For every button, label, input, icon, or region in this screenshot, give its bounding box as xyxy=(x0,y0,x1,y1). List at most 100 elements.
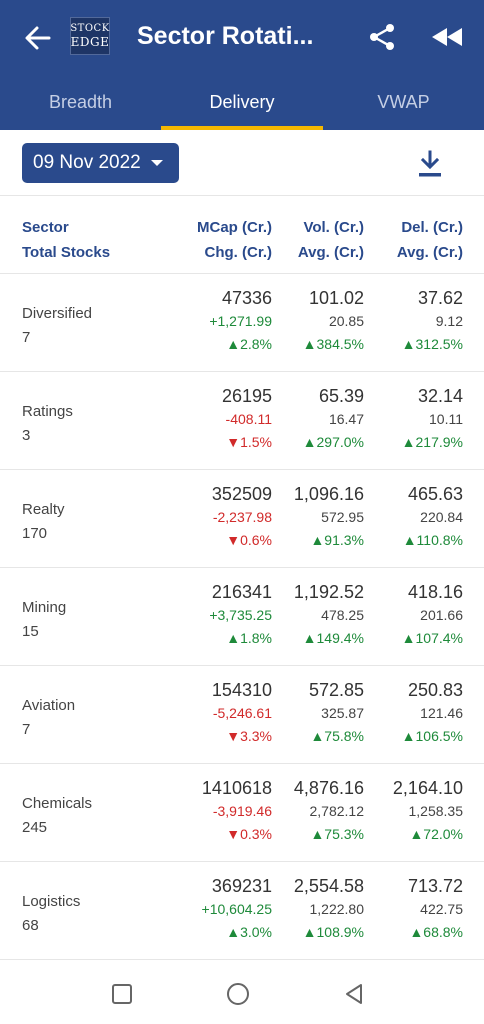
delivery-change-pct: ▲72.0% xyxy=(409,826,463,842)
delivery-avg: 10.11 xyxy=(429,411,463,427)
delivery-value: 37.62 xyxy=(417,288,463,308)
total-stocks: 245 xyxy=(22,819,48,836)
volume-change-pct: ▲149.4% xyxy=(302,630,364,646)
volume-cell: 2,554.58 1,222.80 ▲108.9% xyxy=(294,875,364,944)
mcap-change-pct: ▲2.8% xyxy=(226,336,272,352)
volume-avg: 572.95 xyxy=(321,509,364,525)
volume-value: 4,876.16 xyxy=(293,778,364,798)
date-bar: 09 Nov 2022 xyxy=(0,130,484,196)
volume-avg: 325.87 xyxy=(321,705,364,721)
delivery-value: 418.16 xyxy=(407,582,463,602)
volume-value: 101.02 xyxy=(308,288,364,308)
sector-cell: Chemicals 245 xyxy=(22,792,92,840)
delivery-avg: 121.46 xyxy=(420,705,463,721)
mcap-change-pct: ▲1.8% xyxy=(226,630,272,646)
delivery-change-pct: ▲107.4% xyxy=(401,630,463,646)
table-row-logistics[interactable]: Logistics 68 369231 +10,604.25 ▲3.0% 2,5… xyxy=(0,862,484,960)
stockedge-logo: STOCK EDGE xyxy=(70,17,110,55)
home-icon[interactable] xyxy=(227,983,249,1005)
sector-name: Logistics xyxy=(22,893,81,910)
delivery-value: 2,164.10 xyxy=(392,778,463,798)
sector-name: Ratings xyxy=(22,403,73,420)
rewind-icon[interactable] xyxy=(430,26,464,48)
volume-cell: 1,096.16 572.95 ▲91.3% xyxy=(294,483,364,552)
volume-avg: 2,782.12 xyxy=(309,803,365,819)
nav-back-icon[interactable] xyxy=(342,982,366,1006)
mcap-value: 154310 xyxy=(211,680,272,700)
delivery-avg: 9.12 xyxy=(435,313,463,329)
total-stocks: 170 xyxy=(22,525,48,542)
total-stocks: 3 xyxy=(22,427,31,444)
volume-value: 1,096.16 xyxy=(293,484,364,504)
mcap-change-pct: ▼3.3% xyxy=(226,728,272,744)
delivery-cell: 37.62 9.12 ▲312.5% xyxy=(402,287,463,356)
volume-cell: 4,876.16 2,782.12 ▲75.3% xyxy=(294,777,364,846)
volume-change-pct: ▲108.9% xyxy=(302,924,364,940)
mcap-value: 369231 xyxy=(211,876,272,896)
share-icon[interactable] xyxy=(367,22,397,52)
sector-name: Mining xyxy=(22,599,67,616)
table-row-diversified[interactable]: Diversified 7 47336 +1,271.99 ▲2.8% 101.… xyxy=(0,274,484,372)
mcap-cell: 1410618 -3,919.46 ▼0.3% xyxy=(202,777,272,846)
delivery-cell: 250.83 121.46 ▲106.5% xyxy=(402,679,463,748)
delivery-cell: 418.16 201.66 ▲107.4% xyxy=(402,581,463,650)
mcap-value: 1410618 xyxy=(201,778,272,798)
mcap-value: 47336 xyxy=(221,288,272,308)
logo-text-top: STOCK xyxy=(70,23,110,34)
volume-change-pct: ▲75.8% xyxy=(310,728,364,744)
volume-cell: 1,192.52 478.25 ▲149.4% xyxy=(294,581,364,650)
sector-name: Aviation xyxy=(22,697,76,714)
delivery-avg: 1,258.35 xyxy=(408,803,464,819)
delivery-change-pct: ▲106.5% xyxy=(401,728,463,744)
back-arrow-icon[interactable] xyxy=(22,22,54,54)
sector-name: Diversified xyxy=(22,305,93,322)
table-row-mining[interactable]: Mining 15 216341 +3,735.25 ▲1.8% 1,192.5… xyxy=(0,568,484,666)
mcap-change: -2,237.98 xyxy=(212,509,272,525)
volume-value: 65.39 xyxy=(318,386,364,406)
delivery-avg: 220.84 xyxy=(420,509,463,525)
header-sector[interactable]: Sector Total Stocks xyxy=(22,219,111,261)
date-picker-button[interactable]: 09 Nov 2022 xyxy=(22,143,179,183)
delivery-value: 465.63 xyxy=(407,484,463,504)
sector-cell: Mining 15 xyxy=(22,596,66,644)
header-volume[interactable]: Vol. (Cr.) Avg. (Cr.) xyxy=(297,219,364,261)
delivery-cell: 713.72 422.75 ▲68.8% xyxy=(408,875,463,944)
table-row-realty[interactable]: Realty 170 352509 -2,237.98 ▼0.6% 1,096.… xyxy=(0,470,484,568)
system-nav-bar xyxy=(0,962,484,1024)
table-row-ratings[interactable]: Ratings 3 26195 -408.11 ▼1.5% 65.39 16.4… xyxy=(0,372,484,470)
total-stocks: 68 xyxy=(22,917,39,934)
volume-cell: 101.02 20.85 ▲384.5% xyxy=(303,287,364,356)
download-icon[interactable] xyxy=(417,150,443,178)
mcap-cell: 216341 +3,735.25 ▲1.8% xyxy=(209,581,272,650)
mcap-cell: 47336 +1,271.99 ▲2.8% xyxy=(209,287,272,356)
mcap-cell: 26195 -408.11 ▼1.5% xyxy=(222,385,272,454)
tab-delivery[interactable]: Delivery xyxy=(161,76,323,130)
volume-avg: 478.25 xyxy=(321,607,364,623)
sector-cell: Diversified 7 xyxy=(22,302,92,350)
volume-value: 572.85 xyxy=(308,680,364,700)
delivery-change-pct: ▲110.8% xyxy=(402,532,463,548)
delivery-avg: 201.66 xyxy=(420,607,463,623)
mcap-change: -408.11 xyxy=(225,411,272,427)
sector-cell: Logistics 68 xyxy=(22,890,80,938)
table-row-chemicals[interactable]: Chemicals 245 1410618 -3,919.46 ▼0.3% 4,… xyxy=(0,764,484,862)
delivery-value: 32.14 xyxy=(417,386,463,406)
recents-icon[interactable] xyxy=(112,984,132,1004)
sector-cell: Realty 170 xyxy=(22,498,65,546)
volume-avg: 1,222.80 xyxy=(309,901,365,917)
volume-avg: 20.85 xyxy=(328,313,364,329)
mcap-change-pct: ▲3.0% xyxy=(226,924,272,940)
selected-date: 09 Nov 2022 xyxy=(33,152,141,173)
mcap-change-pct: ▼0.6% xyxy=(226,532,272,548)
delivery-cell: 2,164.10 1,258.35 ▲72.0% xyxy=(393,777,463,846)
header-mcap[interactable]: MCap (Cr.) Chg. (Cr.) xyxy=(197,219,272,261)
sector-cell: Aviation 7 xyxy=(22,694,75,742)
volume-avg: 16.47 xyxy=(328,411,364,427)
header-delivery[interactable]: Del. (Cr.) Avg. (Cr.) xyxy=(396,219,463,261)
volume-change-pct: ▲384.5% xyxy=(302,336,364,352)
mcap-change: -3,919.46 xyxy=(212,803,272,819)
tab-breadth[interactable]: Breadth xyxy=(48,92,113,112)
table-row-aviation[interactable]: Aviation 7 154310 -5,246.61 ▼3.3% 572.85… xyxy=(0,666,484,764)
tab-vwap[interactable]: VWAP xyxy=(377,92,430,112)
mcap-cell: 369231 +10,604.25 ▲3.0% xyxy=(202,875,272,944)
